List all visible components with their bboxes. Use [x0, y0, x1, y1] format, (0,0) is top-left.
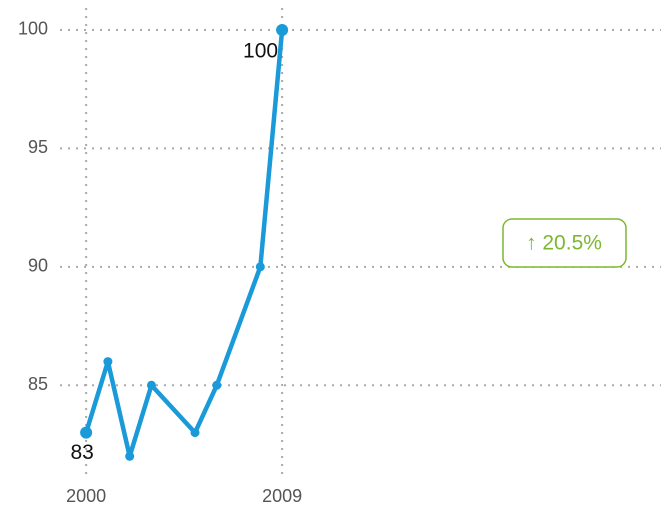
annotation-box: [502, 218, 627, 268]
x-tick-label: 2000: [66, 486, 106, 506]
y-tick-label: 100: [18, 19, 48, 39]
point: [212, 380, 222, 390]
point: [103, 357, 113, 367]
point: [190, 428, 200, 438]
point: [125, 451, 135, 461]
data-label: 100: [243, 40, 278, 63]
point: [255, 262, 265, 272]
point: [276, 23, 289, 36]
data-label: 83: [70, 441, 93, 464]
x-tick-label: 2009: [262, 486, 302, 506]
point: [146, 380, 156, 390]
point: [80, 426, 93, 439]
annotation: ↑ 20.5%: [526, 232, 602, 255]
y-tick-label: 95: [28, 137, 48, 157]
line: [83, 29, 285, 459]
y-tick-label: 90: [28, 256, 48, 276]
y-tick-label: 85: [28, 374, 48, 394]
